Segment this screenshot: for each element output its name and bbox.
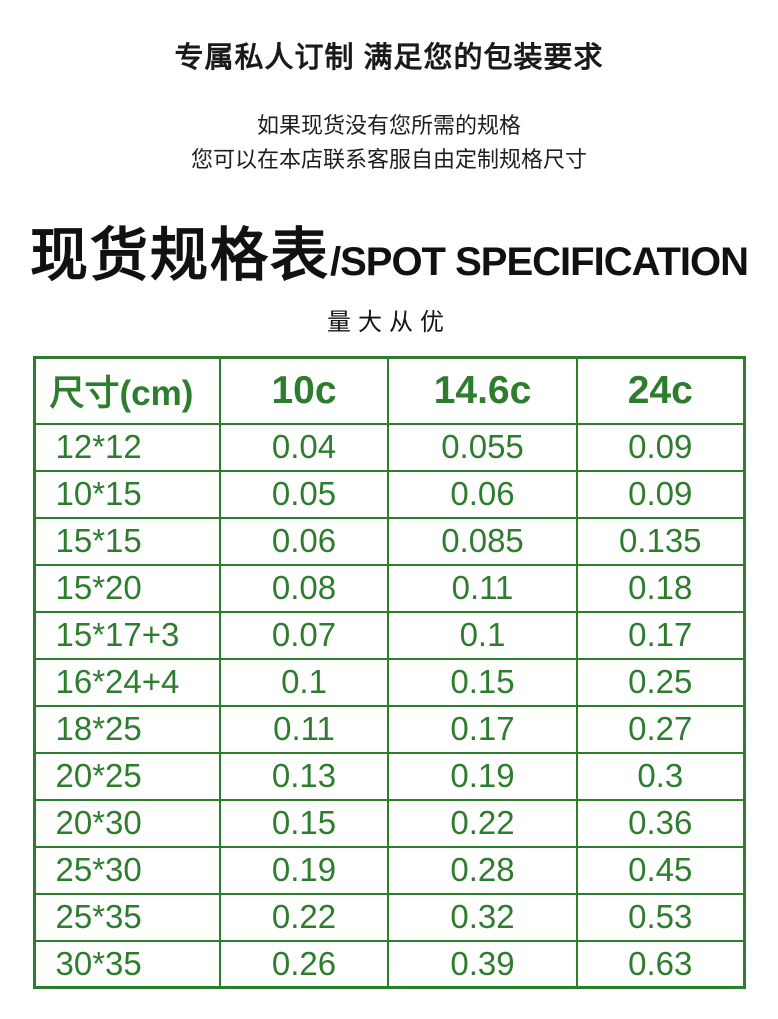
size-cell: 20*30: [33, 798, 221, 848]
spec-table-header: 尺寸(cm) 10c 14.6c 24c: [33, 356, 745, 425]
price-cell: 0.45: [576, 845, 745, 895]
table-row: 16*24+4 0.1 0.15 0.25: [33, 657, 745, 707]
custom-packaging-heading: 专属私人订制 满足您的包装要求: [174, 42, 604, 74]
spec-title-en: /SPOT SPECIFICATION: [329, 240, 749, 284]
size-cell: 12*12: [33, 422, 221, 472]
price-cell: 0.11: [219, 704, 389, 754]
price-cell: 0.36: [576, 798, 745, 848]
price-cell: 0.135: [576, 516, 745, 566]
price-cell: 0.25: [576, 657, 745, 707]
column-header-14-6c: 14.6c: [387, 356, 578, 425]
price-cell: 0.05: [219, 469, 389, 519]
spec-table-body: 12*12 0.04 0.055 0.09 10*15 0.05 0.06 0.09 15*15…: [33, 422, 745, 989]
price-cell: 0.11: [387, 563, 578, 613]
price-cell: 0.055: [387, 422, 578, 472]
price-cell: 0.13: [219, 751, 389, 801]
price-cell: 0.15: [387, 657, 578, 707]
price-cell: 0.07: [219, 610, 389, 660]
size-cell: 30*35: [33, 939, 221, 989]
price-cell: 0.22: [387, 798, 578, 848]
price-cell: 0.39: [387, 939, 578, 989]
price-cell: 0.04: [219, 422, 389, 472]
custom-note-line1: 如果现货没有您所需的规格: [256, 113, 521, 138]
spec-title: 现货规格表/SPOT SPECIFICATION: [0, 208, 778, 292]
price-cell: 0.085: [387, 516, 578, 566]
price-cell: 0.18: [576, 563, 745, 613]
price-cell: 0.19: [219, 845, 389, 895]
size-cell: 15*20: [33, 563, 221, 613]
price-cell: 0.63: [576, 939, 745, 989]
size-cell: 16*24+4: [33, 657, 221, 707]
price-cell: 0.32: [387, 892, 578, 942]
spec-title-cn: 现货规格表: [29, 223, 330, 288]
size-cell: 20*25: [33, 751, 221, 801]
size-cell: 25*35: [33, 892, 221, 942]
price-cell: 0.15: [219, 798, 389, 848]
table-row: 25*35 0.22 0.32 0.53: [33, 892, 745, 942]
table-row: 20*30 0.15 0.22 0.36: [33, 798, 745, 848]
size-cell: 10*15: [33, 469, 221, 519]
price-cell: 0.26: [219, 939, 389, 989]
price-cell: 0.17: [576, 610, 745, 660]
price-cell: 0.09: [576, 422, 745, 472]
price-cell: 0.09: [576, 469, 745, 519]
size-cell: 15*17+3: [33, 610, 221, 660]
spec-price-table: 尺寸(cm) 10c 14.6c 24c 12*12 0.04 0.055 0.09 1…: [32, 356, 746, 989]
price-cell: 0.17: [387, 704, 578, 754]
column-header-10c: 10c: [219, 356, 389, 425]
price-cell: 0.27: [576, 704, 745, 754]
table-row: 18*25 0.11 0.17 0.27: [33, 704, 745, 754]
table-row: 30*35 0.26 0.39 0.63: [33, 939, 745, 989]
price-cell: 0.08: [219, 563, 389, 613]
size-cell: 25*30: [33, 845, 221, 895]
price-cell: 0.19: [387, 751, 578, 801]
size-cell: 15*15: [33, 516, 221, 566]
column-header-size: 尺寸(cm): [33, 356, 221, 425]
table-row: 20*25 0.13 0.19 0.3: [33, 751, 745, 801]
table-row: 15*20 0.08 0.11 0.18: [33, 563, 745, 613]
price-cell: 0.1: [387, 610, 578, 660]
table-row: 15*17+3 0.07 0.1 0.17: [33, 610, 745, 660]
price-cell: 0.06: [219, 516, 389, 566]
table-row: 25*30 0.19 0.28 0.45: [33, 845, 745, 895]
table-row: 12*12 0.04 0.055 0.09: [33, 422, 745, 472]
price-cell: 0.06: [387, 469, 578, 519]
table-row: 15*15 0.06 0.085 0.135: [33, 516, 745, 566]
header-row: 尺寸(cm) 10c 14.6c 24c: [33, 356, 745, 425]
price-cell: 0.1: [219, 657, 389, 707]
column-header-24c: 24c: [576, 356, 745, 425]
custom-note-line2: 您可以在本店联系客服自由定制规格尺寸: [190, 147, 587, 172]
price-cell: 0.22: [219, 892, 389, 942]
size-cell: 18*25: [33, 704, 221, 754]
bulk-discount-tagline: 量大从优: [327, 310, 451, 336]
price-cell: 0.53: [576, 892, 745, 942]
price-cell: 0.3: [576, 751, 745, 801]
table-row: 10*15 0.05 0.06 0.09: [33, 469, 745, 519]
price-cell: 0.28: [387, 845, 578, 895]
custom-note: 如果现货没有您所需的规格 您可以在本店联系客服自由定制规格尺寸: [0, 109, 778, 177]
